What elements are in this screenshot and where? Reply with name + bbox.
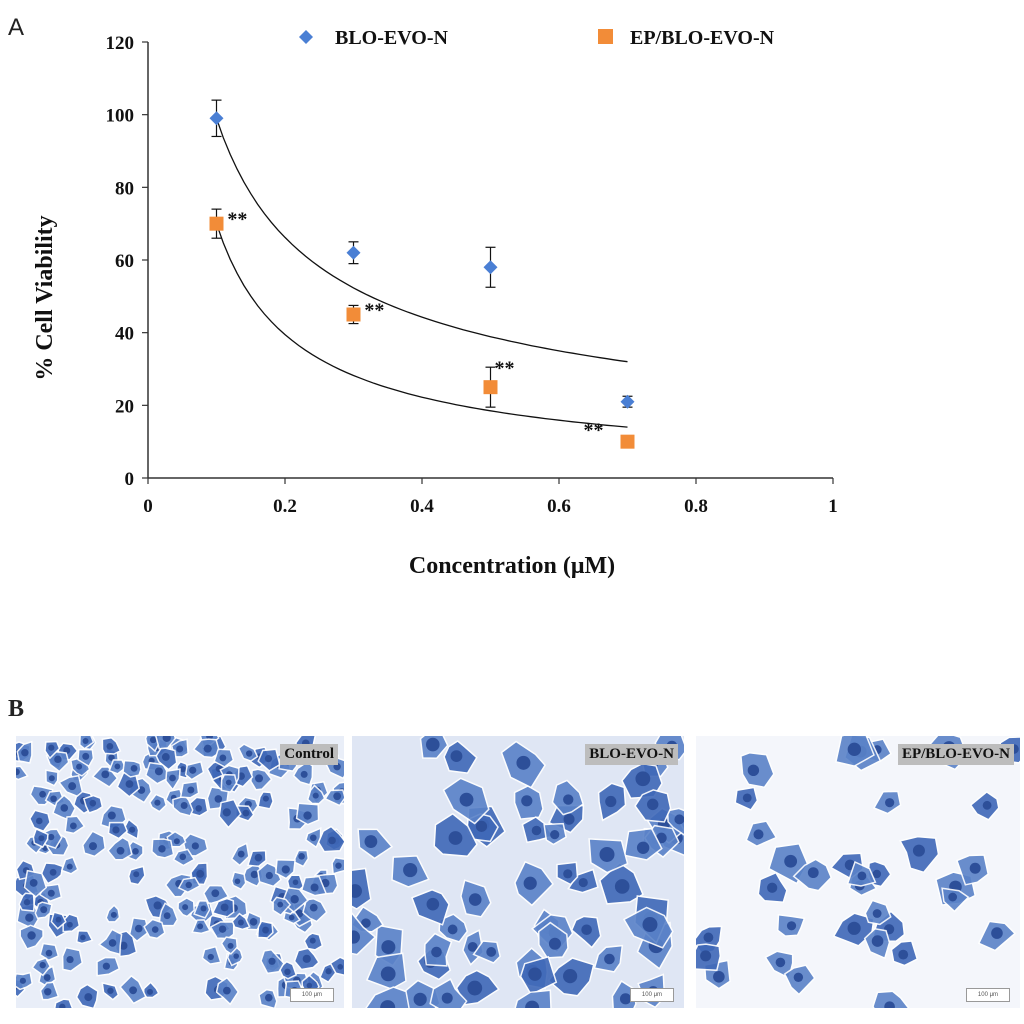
legend-label-ep-blo-evo-n: EP/BLO-EVO-N [630,27,775,49]
x-axis-title: Concentration (μM) [409,553,615,579]
cells-image [352,736,684,1008]
y-tick-label: 120 [106,33,135,54]
trendlines [215,118,628,428]
x-tick-label: 0.2 [273,496,297,517]
scale-bar: 100 μm [290,988,334,1002]
viability-chart: 0 0.2 0.4 0.6 0.8 1 0 20 40 60 80 100 120 ** ** ** ** B… [32,27,838,579]
significance-mark: ** [227,209,247,231]
legend-label-blo-evo-n: BLO-EVO-N [335,27,448,49]
y-tick-label: 20 [115,396,134,417]
point-ep-blo-evo-n [346,307,361,322]
x-tick-label: 0.6 [547,496,571,517]
point-blo-evo-n [483,260,498,275]
chart-axes: 0 0.2 0.4 0.6 0.8 1 0 20 40 60 80 100 120 [106,33,838,517]
legend-marker-ep-blo-evo-n [598,29,613,44]
trendline-2 [215,223,628,428]
cells-image [696,736,1020,1008]
scale-bar: 100 μm [966,988,1010,1002]
micrograph-blo-evo-n: BLO-EVO-N 100 μm [352,736,684,1008]
y-tick-label: 60 [115,251,134,272]
x-tick-label: 1 [828,496,838,517]
micrograph-ep-blo-evo-n: EP/BLO-EVO-N 100 μm [696,736,1020,1008]
y-axis-title: % Cell Viability [32,215,58,380]
trendline-1 [215,118,628,363]
x-tick-label: 0.8 [684,496,708,517]
chart-legend: BLO-EVO-N EP/BLO-EVO-N [299,27,775,49]
significance-mark: ** [584,419,604,441]
data-points [209,99,635,449]
cells-image [16,736,344,1008]
significance-annotations: ** ** ** ** [227,209,603,442]
panel-label-b: B [8,696,25,722]
point-ep-blo-evo-n [209,216,224,231]
micrograph-control: Control 100 μm [16,736,344,1008]
y-tick-label: 40 [115,324,134,345]
micrograph-label: BLO-EVO-N [585,744,678,765]
scale-bar: 100 μm [630,988,674,1002]
y-tick-label: 0 [125,469,135,490]
x-tick-label: 0.4 [410,496,434,517]
micrograph-label: Control [280,744,338,765]
panel-label-a: A [8,14,25,41]
y-tick-label: 100 [106,106,135,127]
point-blo-evo-n [620,394,635,409]
x-tick-label: 0 [143,496,153,517]
point-ep-blo-evo-n [620,434,635,449]
y-tick-label: 80 [115,178,134,199]
significance-mark: ** [495,358,515,380]
point-blo-evo-n [209,111,224,126]
point-blo-evo-n [346,245,361,260]
micrograph-label: EP/BLO-EVO-N [897,744,1014,765]
significance-mark: ** [364,300,384,322]
point-ep-blo-evo-n [483,380,498,395]
legend-marker-blo-evo-n [299,30,313,44]
